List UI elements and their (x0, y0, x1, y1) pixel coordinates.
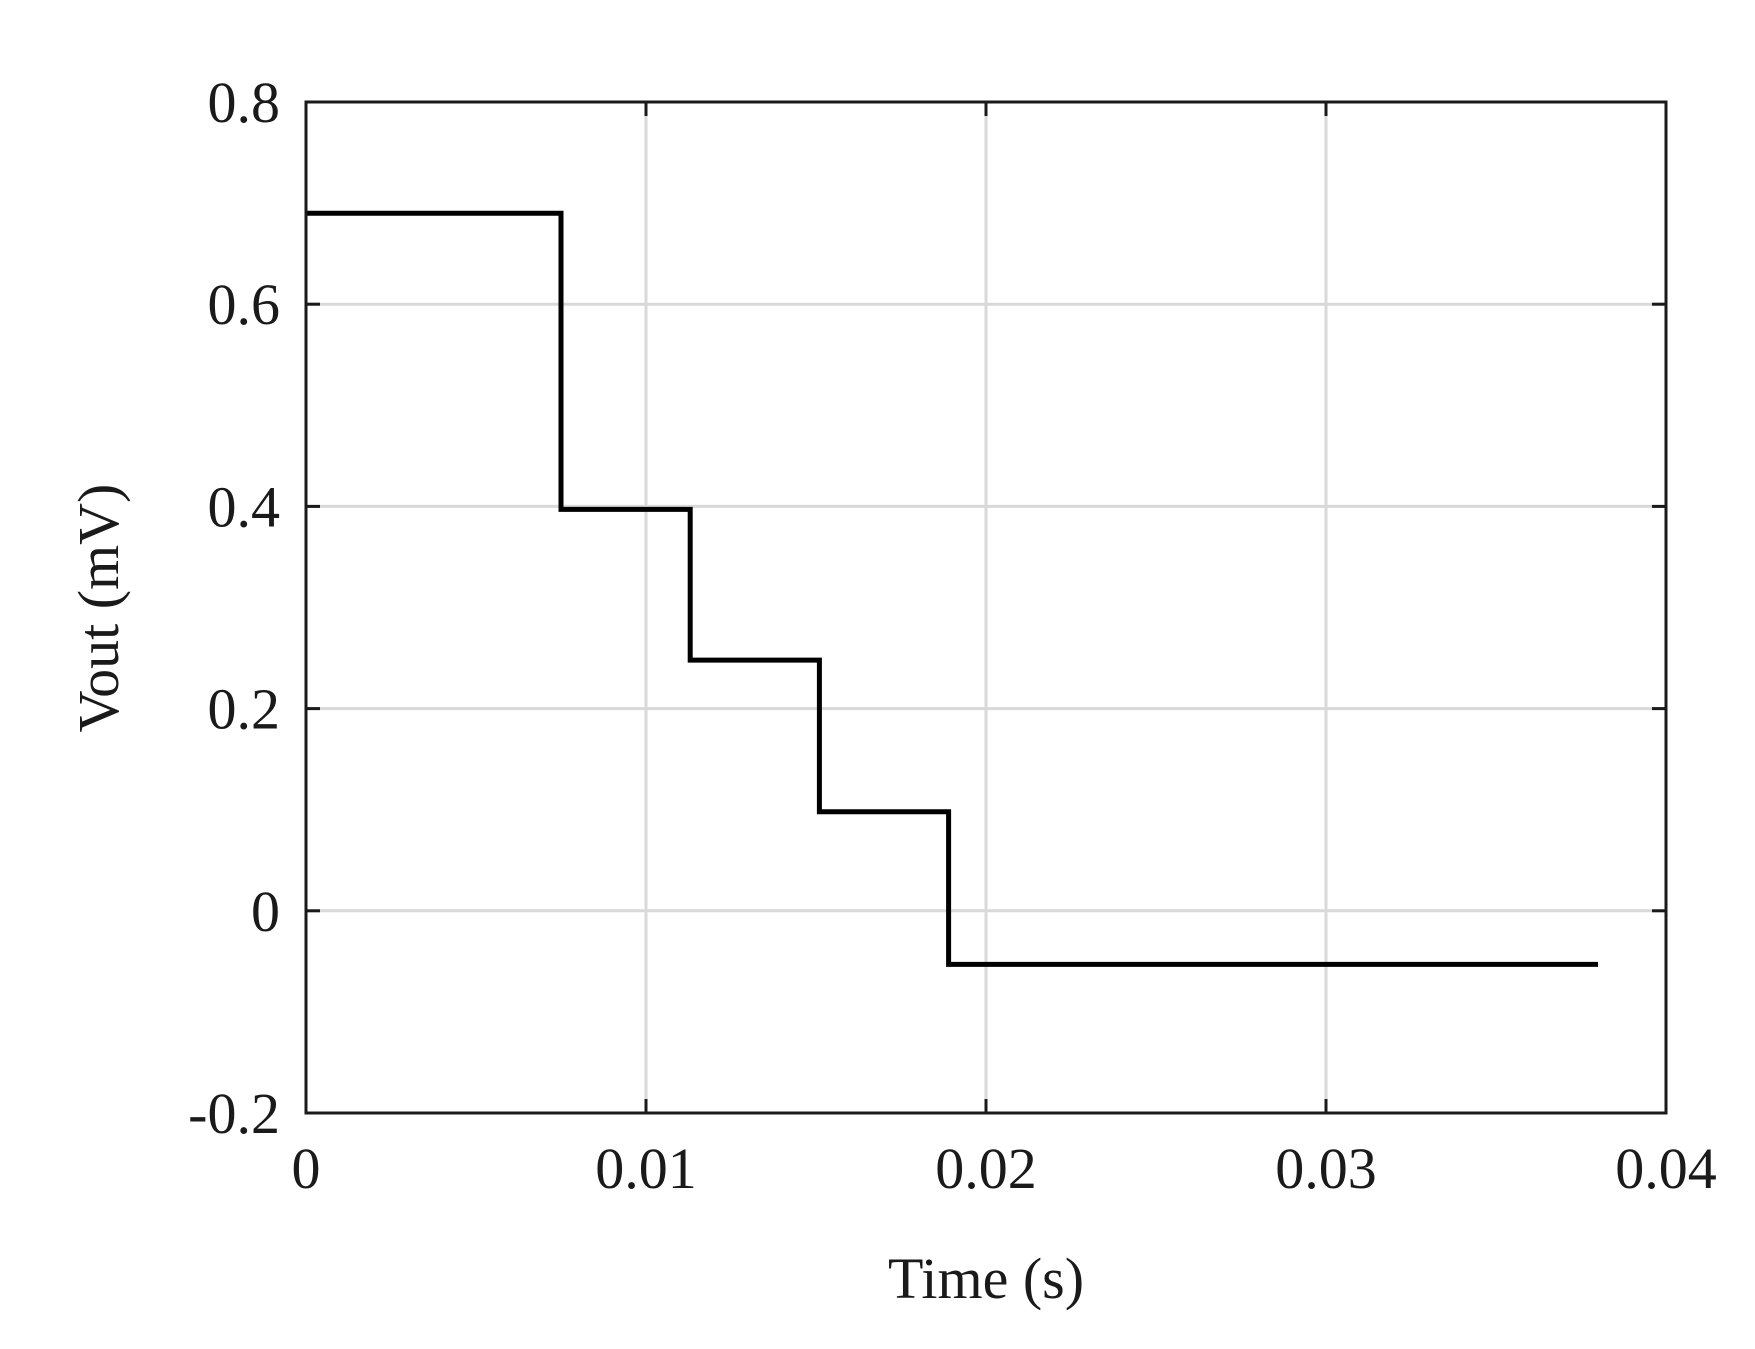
y-tick-label: -0.2 (188, 1081, 280, 1146)
x-tick-label: 0 (292, 1136, 321, 1201)
x-axis-label: Time (s) (888, 1246, 1084, 1311)
x-tick-label: 0.04 (1615, 1136, 1717, 1201)
y-tick-label: 0 (251, 879, 280, 944)
data-line (306, 210, 1598, 967)
y-tick-label: 0.8 (208, 70, 281, 135)
y-tick-label: 0.2 (208, 677, 281, 742)
x-tick-label: 0.02 (935, 1136, 1037, 1201)
y-tick-label: 0.6 (208, 272, 281, 337)
plot-frame (304, 100, 1668, 1115)
y-tick-label: 0.4 (208, 474, 281, 539)
x-tick-label: 0.01 (595, 1136, 697, 1201)
y-axis-label: Vout (mV) (66, 484, 131, 733)
x-tick-label: 0.03 (1275, 1136, 1377, 1201)
